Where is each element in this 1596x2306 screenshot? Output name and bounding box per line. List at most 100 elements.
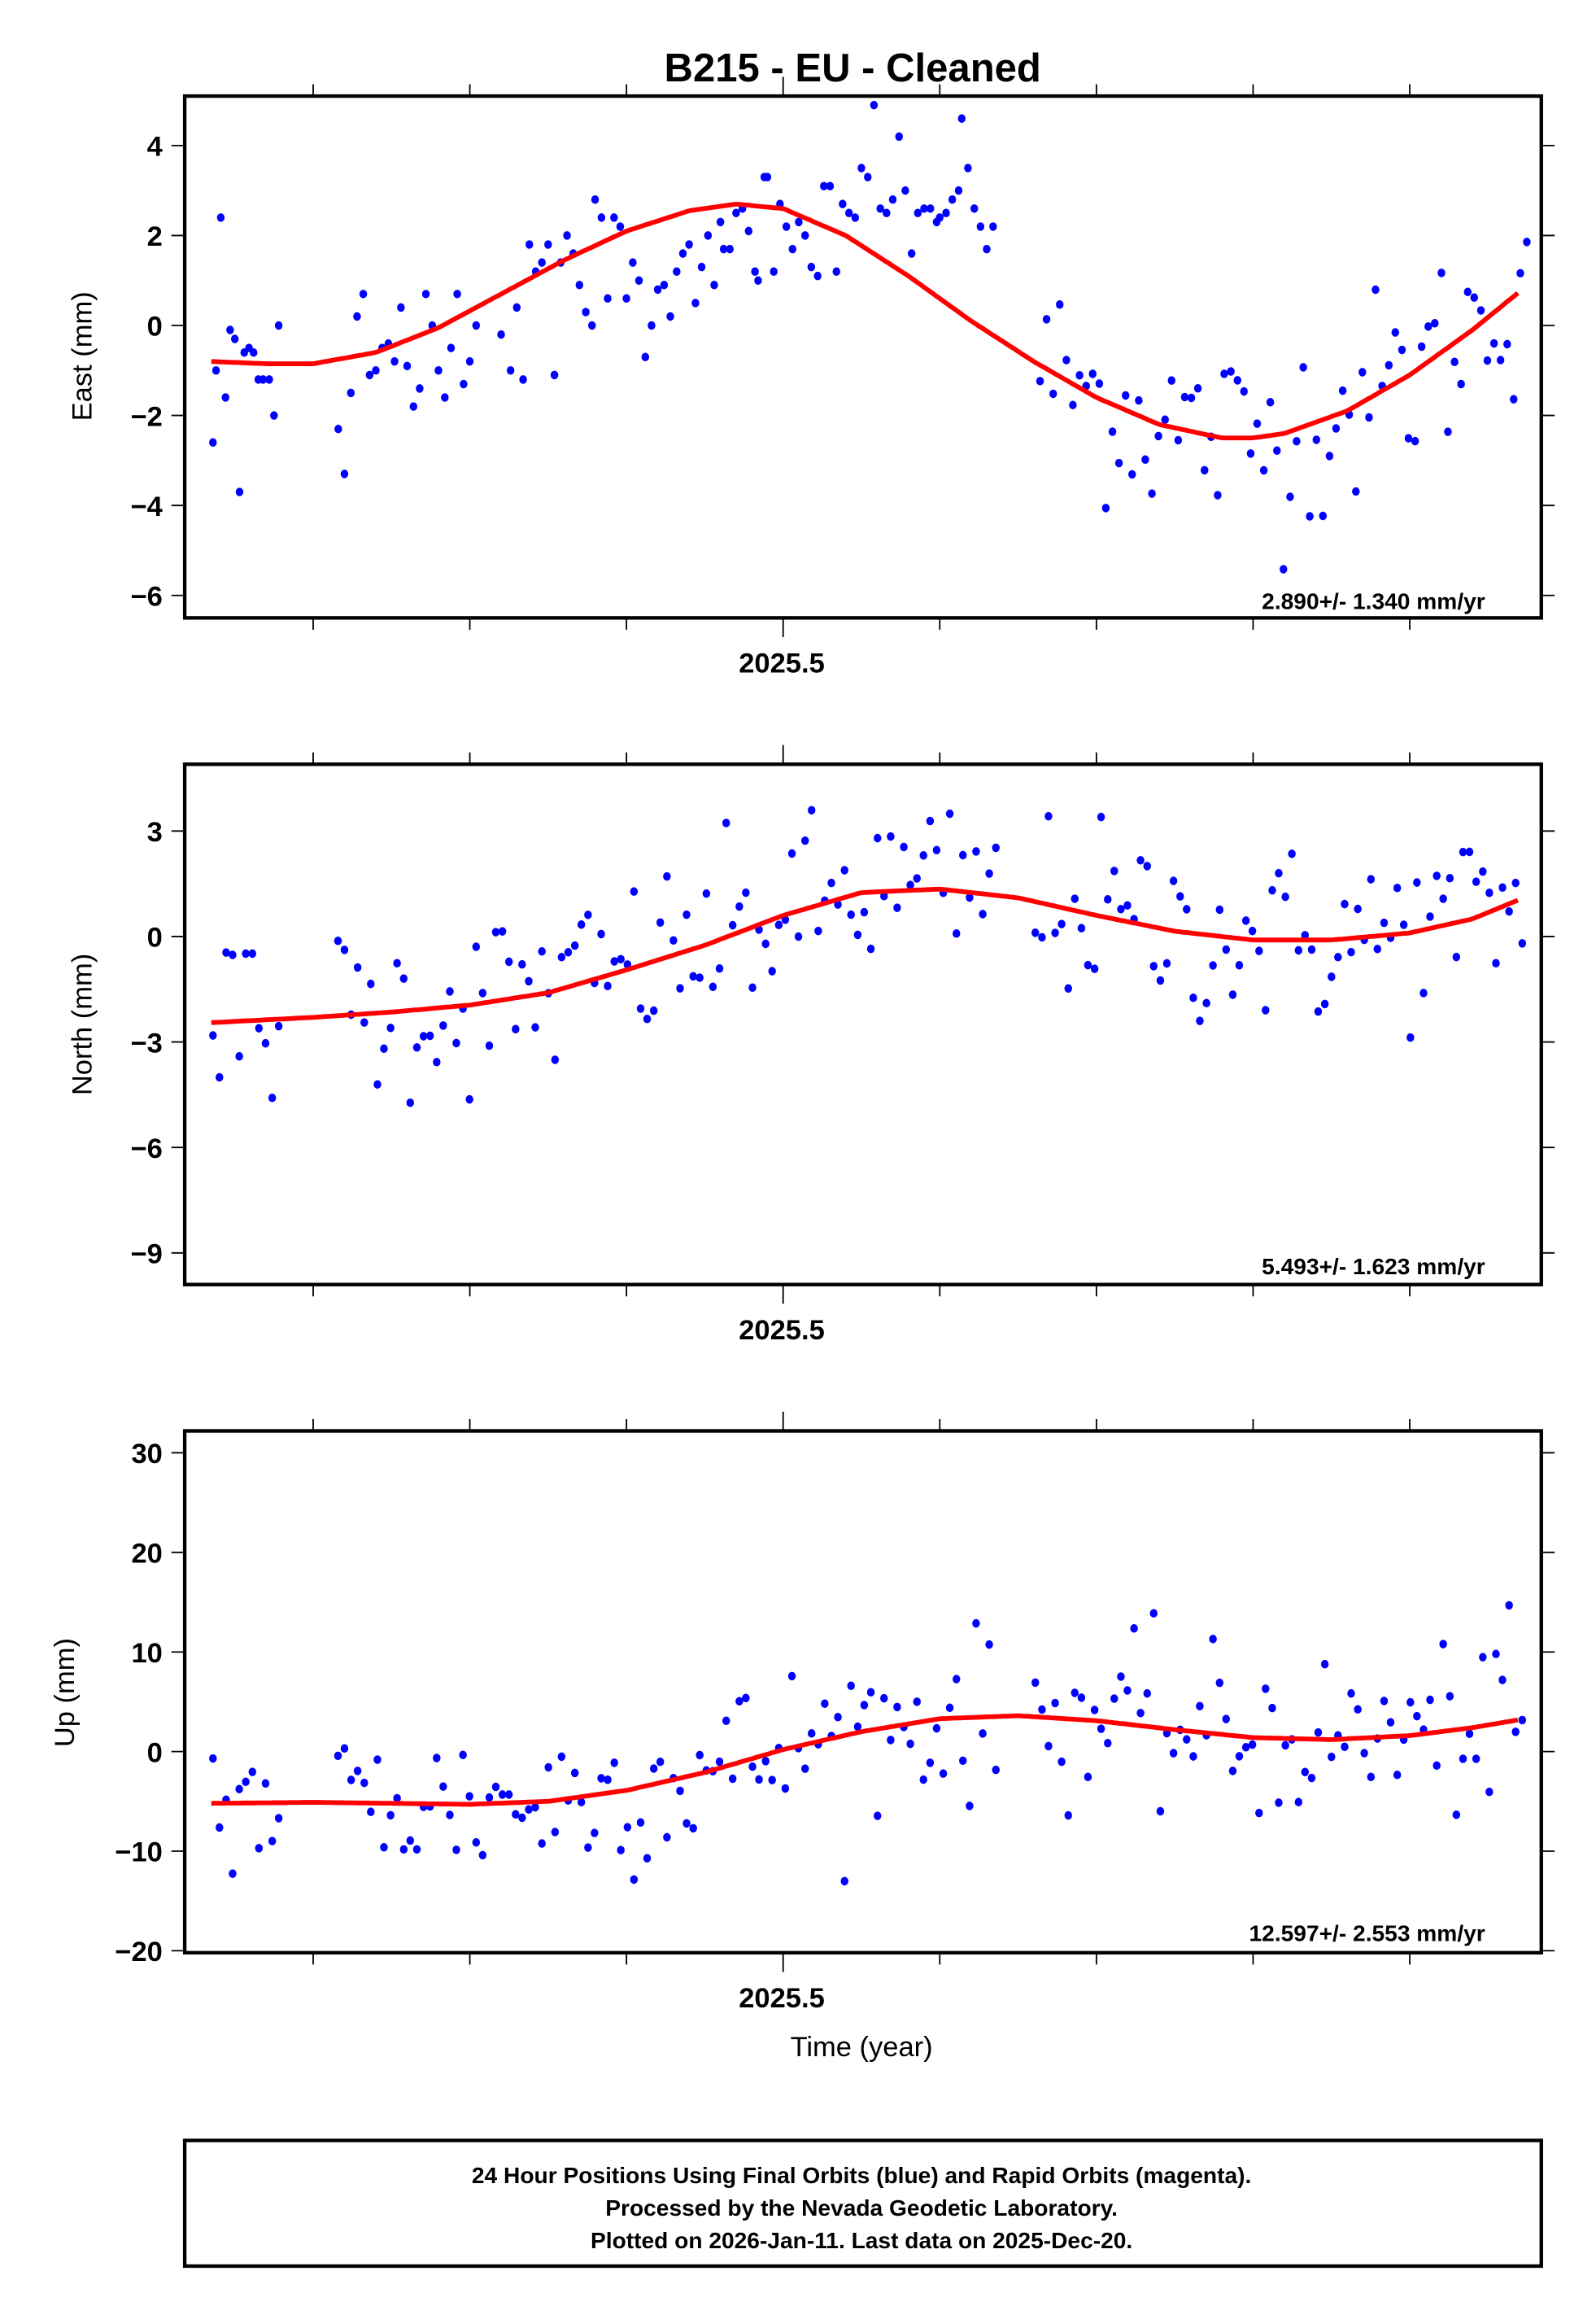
east-data-point [265, 375, 273, 384]
north-data-point [1328, 972, 1336, 981]
north-data-point [465, 1094, 473, 1104]
east-data-point [397, 303, 405, 312]
east-rate-label: 2.890+/- 1.340 mm/yr [1262, 588, 1485, 614]
up-data-point [1097, 1724, 1105, 1733]
east-data-point [1187, 393, 1196, 403]
up-data-point [1071, 1688, 1079, 1697]
north-data-point [1459, 847, 1467, 857]
east-data-point [1141, 455, 1149, 465]
up-data-point [656, 1758, 665, 1767]
up-data-point [353, 1767, 362, 1775]
east-data-point [1371, 285, 1380, 295]
up-data-point [1084, 1772, 1092, 1782]
east-data-point [870, 100, 879, 110]
north-data-point [1406, 1033, 1415, 1042]
east-plot-frame [182, 94, 1543, 620]
east-data-point [230, 334, 239, 343]
north-data-point [893, 903, 901, 912]
north-data-point [360, 1018, 368, 1027]
east-data-point [1095, 379, 1104, 388]
up-data-point [1307, 1773, 1316, 1783]
east-y-tick-label: −4 [130, 491, 162, 522]
up-data-point [1452, 1810, 1461, 1819]
north-data-point [702, 889, 711, 898]
north-data-point [425, 1031, 434, 1041]
up-data-point [768, 1775, 776, 1784]
north-data-point [945, 809, 954, 819]
north-data-point [1334, 953, 1342, 962]
east-data-point [1332, 424, 1341, 433]
north-data-point [807, 806, 816, 815]
east-data-point [685, 240, 693, 249]
up-data-point [459, 1750, 467, 1760]
up-data-point [722, 1716, 730, 1726]
up-fit-curve [211, 1713, 1519, 1807]
north-data-point [1123, 901, 1132, 910]
up-data-point [347, 1775, 355, 1784]
north-data-point [1202, 998, 1210, 1008]
east-data-point [1135, 395, 1143, 405]
up-data-point [913, 1697, 921, 1706]
up-ticks: 30 20 10 0 −10 −20 [115, 1411, 1555, 1972]
up-data-point [807, 1728, 816, 1738]
east-y-axis-label: East (mm) [68, 291, 98, 421]
north-data-point [412, 1043, 421, 1052]
east-data-point [597, 213, 606, 222]
north-data-point [768, 967, 776, 976]
x-axis-label: Time (year) [791, 2032, 933, 2063]
north-data-point [373, 1080, 382, 1089]
up-data-point [229, 1869, 237, 1878]
north-data-point [1275, 868, 1283, 878]
north-data-point [1320, 999, 1329, 1009]
north-data-point [900, 842, 908, 852]
up-y-tick-label: −20 [115, 1937, 163, 1968]
north-data-point [866, 944, 875, 954]
up-data-point [393, 1793, 401, 1803]
east-data-point [726, 244, 734, 254]
north-data-point [636, 1004, 645, 1013]
north-data-point [491, 928, 500, 937]
up-data-point [1149, 1609, 1158, 1618]
up-data-point [1479, 1653, 1487, 1662]
up-data-point [979, 1729, 987, 1738]
north-fit-curve [211, 886, 1520, 1025]
north-data-point [1452, 952, 1461, 962]
north-data-point [597, 929, 605, 939]
north-data-point [1248, 926, 1257, 936]
east-data-point [1510, 395, 1518, 404]
up-data-point [663, 1832, 671, 1842]
north-y-tick-label: −9 [130, 1239, 162, 1270]
east-data-point [1516, 269, 1524, 277]
up-data-point [1472, 1754, 1480, 1763]
north-data-point [610, 957, 618, 966]
north-data-point [1038, 932, 1046, 942]
caption-frame [182, 2138, 1543, 2269]
up-data-point [966, 1802, 974, 1810]
east-data-point [453, 290, 461, 299]
north-data-point [1215, 905, 1224, 915]
caption-box: 24 Hour Positions Using Final Orbits (bl… [182, 2138, 1543, 2269]
north-data-point [1268, 885, 1276, 895]
north-data-point [538, 946, 546, 956]
east-data-point [954, 186, 963, 195]
up-data-point [649, 1764, 658, 1773]
up-data-point [1077, 1693, 1086, 1702]
up-data-point [689, 1823, 697, 1833]
north-data-point [1426, 912, 1434, 921]
east-data-point [1049, 389, 1057, 399]
east-data-point [1036, 377, 1044, 386]
up-data-point [1104, 1738, 1112, 1748]
east-data-point [1411, 436, 1419, 446]
east-data-point [989, 222, 997, 231]
north-data-point [663, 871, 671, 881]
east-data-point [1312, 435, 1321, 444]
north-data-point [1235, 961, 1244, 970]
north-data-point [1189, 993, 1197, 1002]
east-data-point [1463, 287, 1472, 297]
east-data-point [1338, 386, 1347, 395]
north-data-point [353, 963, 362, 972]
north-data-point [649, 1006, 658, 1015]
north-data-point [794, 932, 803, 941]
east-data-point [1114, 458, 1123, 468]
east-data-point [211, 365, 220, 375]
